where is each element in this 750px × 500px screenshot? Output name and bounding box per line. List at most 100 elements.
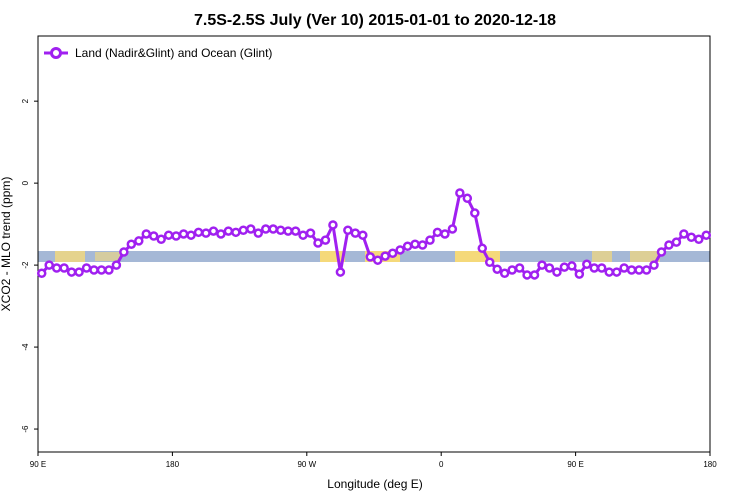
data-point [529,270,540,280]
data-point [223,226,234,236]
data-point [686,232,697,242]
data-point [649,260,659,270]
data-point [66,267,77,277]
data-point [44,260,54,270]
data-point [417,240,428,250]
data-point [455,188,465,198]
data-point [492,264,502,274]
data-point [611,267,622,277]
x-tick-label: 90 E [567,460,583,469]
data-point [559,262,570,272]
data-point [148,231,159,241]
data-point [141,229,152,239]
data-point [216,229,226,239]
data-point [298,230,308,240]
data-point [111,260,122,270]
y-tick-label: -4 [21,343,30,351]
data-point [238,225,249,236]
legend-marker [50,47,62,59]
data-point [694,234,704,245]
data-point [596,263,607,273]
y-tick-label: 0 [21,180,30,185]
data-point [268,224,278,234]
data-point [253,228,264,238]
data-point [372,255,383,265]
data-point [671,237,682,247]
data-point [499,268,510,279]
data-point [313,238,323,248]
data-point [544,263,555,273]
data-point [701,230,712,240]
data-point [387,248,398,258]
x-tick-label: 180 [166,460,180,469]
data-point [380,251,390,261]
plot-frame [37,35,711,453]
data-point [260,224,271,234]
legend: Land (Nadir&Glint) and Ocean (Glint) [44,46,272,60]
data-point [619,263,629,273]
data-point [51,263,62,273]
data-point [514,263,525,273]
data-point [96,265,107,275]
data-point [231,227,241,238]
data-point [589,263,600,273]
data-point [462,193,473,204]
data-point [36,268,47,279]
data-point [604,267,614,277]
data-point [410,239,420,249]
data-point [208,226,219,236]
data-point [470,208,480,218]
data-point [74,267,84,277]
x-tick-label: 90 W [297,460,316,469]
chart-title: 7.5S-2.5S July (Ver 10) 2015-01-01 to 20… [194,12,556,29]
legend-label: Land (Nadir&Glint) and Ocean (Glint) [75,46,272,60]
data-point [440,229,450,239]
x-tick-label: 90 E [30,460,46,469]
data-point [134,236,144,246]
data-point [402,241,413,252]
data-point [178,229,189,239]
y-tick-label: -2 [21,261,30,269]
data-point [328,220,338,230]
data-point [641,265,652,275]
data-point [305,228,316,238]
data-point [126,239,137,249]
data-point [395,245,405,255]
data-point [171,231,181,241]
x-tick-label: 180 [703,460,717,469]
data-point [365,252,376,262]
data-point [567,261,577,271]
data-point [201,228,211,238]
data-point [507,265,517,275]
data-point [320,235,331,245]
data-point [343,225,353,236]
data-point [552,267,562,277]
x-tick-label: 0 [439,460,444,469]
data-point [537,260,547,270]
y-axis-label: XCO2 - MLO trend (ppm) [0,177,13,312]
data-point [246,224,256,234]
data-point [350,228,361,238]
data-point [89,265,99,275]
data-point [522,270,532,280]
data-point [634,265,644,275]
data-point [119,247,129,257]
x-axis-label: Longitude (deg E) [327,477,422,491]
data-point [290,226,301,236]
data-point [656,247,667,257]
data-point [81,263,92,273]
data-point [193,227,204,238]
y-tick-label: 2 [21,98,30,103]
data-point [477,243,488,254]
data-point [679,229,689,239]
data-point [425,235,435,245]
data-point [484,257,495,267]
data-point [59,263,69,273]
data-point [186,230,196,240]
data-point [104,265,114,275]
data-point [626,265,637,275]
data-point [156,234,166,245]
data-point [432,227,443,238]
data-point [358,230,368,240]
